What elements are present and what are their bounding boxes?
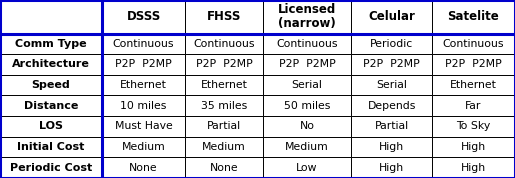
Bar xyxy=(432,157,515,178)
Bar xyxy=(263,137,351,157)
Bar xyxy=(351,0,432,33)
Text: Continuous: Continuous xyxy=(193,39,255,49)
Text: Ethernet: Ethernet xyxy=(120,80,167,90)
Text: 35 miles: 35 miles xyxy=(201,101,247,111)
Text: High: High xyxy=(379,163,404,173)
Text: None: None xyxy=(129,163,158,173)
Bar xyxy=(351,116,432,137)
Text: Low: Low xyxy=(296,163,318,173)
Text: Partial: Partial xyxy=(374,121,409,131)
Text: Ethernet: Ethernet xyxy=(450,80,497,90)
Bar xyxy=(102,157,185,178)
Bar xyxy=(102,33,185,54)
Bar xyxy=(263,157,351,178)
Bar xyxy=(0,116,102,137)
Text: No: No xyxy=(300,121,315,131)
Text: 50 miles: 50 miles xyxy=(284,101,330,111)
Bar xyxy=(0,137,102,157)
Text: LOS: LOS xyxy=(39,121,63,131)
Bar xyxy=(102,0,185,33)
Bar xyxy=(351,33,432,54)
Bar xyxy=(185,0,263,33)
Text: None: None xyxy=(210,163,238,173)
Text: Serial: Serial xyxy=(376,80,407,90)
Bar xyxy=(102,95,185,116)
Text: Medium: Medium xyxy=(122,142,165,152)
Bar xyxy=(185,116,263,137)
Bar xyxy=(351,54,432,75)
Text: Satelite: Satelite xyxy=(448,10,500,23)
Text: Medium: Medium xyxy=(202,142,246,152)
Text: Continuous: Continuous xyxy=(443,39,504,49)
Text: Ethernet: Ethernet xyxy=(200,80,247,90)
Bar xyxy=(351,157,432,178)
Bar xyxy=(185,137,263,157)
Text: Architecture: Architecture xyxy=(12,59,90,69)
Bar xyxy=(185,33,263,54)
Bar xyxy=(102,75,185,95)
Bar xyxy=(432,75,515,95)
Bar xyxy=(0,157,102,178)
Bar xyxy=(185,75,263,95)
Bar xyxy=(102,137,185,157)
Text: P2P  P2MP: P2P P2MP xyxy=(196,59,252,69)
Text: P2P  P2MP: P2P P2MP xyxy=(115,59,172,69)
Text: P2P  P2MP: P2P P2MP xyxy=(279,59,335,69)
Text: Depends: Depends xyxy=(367,101,416,111)
Bar xyxy=(102,116,185,137)
Text: Speed: Speed xyxy=(31,80,71,90)
Bar xyxy=(0,33,102,54)
Text: Initial Cost: Initial Cost xyxy=(18,142,84,152)
Bar xyxy=(351,95,432,116)
Bar xyxy=(432,95,515,116)
Bar xyxy=(351,137,432,157)
Bar xyxy=(185,54,263,75)
Text: 10 miles: 10 miles xyxy=(121,101,167,111)
Text: Far: Far xyxy=(465,101,482,111)
Bar xyxy=(102,54,185,75)
Bar xyxy=(432,33,515,54)
Text: Continuous: Continuous xyxy=(113,39,174,49)
Text: Periodic: Periodic xyxy=(370,39,413,49)
Bar xyxy=(263,0,351,33)
Bar xyxy=(0,0,102,33)
Bar xyxy=(263,54,351,75)
Bar xyxy=(185,95,263,116)
Text: Distance: Distance xyxy=(24,101,78,111)
Text: Periodic Cost: Periodic Cost xyxy=(10,163,92,173)
Text: Medium: Medium xyxy=(285,142,329,152)
Text: High: High xyxy=(379,142,404,152)
Text: P2P  P2MP: P2P P2MP xyxy=(363,59,420,69)
Text: Licensed
(narrow): Licensed (narrow) xyxy=(278,3,336,30)
Text: P2P  P2MP: P2P P2MP xyxy=(445,59,502,69)
Bar xyxy=(432,137,515,157)
Text: DSSS: DSSS xyxy=(126,10,161,23)
Text: Must Have: Must Have xyxy=(115,121,173,131)
Bar xyxy=(0,95,102,116)
Bar xyxy=(263,75,351,95)
Text: Celular: Celular xyxy=(368,10,415,23)
Bar xyxy=(0,75,102,95)
Text: Serial: Serial xyxy=(291,80,322,90)
Text: FHSS: FHSS xyxy=(207,10,241,23)
Bar xyxy=(263,116,351,137)
Text: Comm Type: Comm Type xyxy=(15,39,87,49)
Text: High: High xyxy=(461,163,486,173)
Text: High: High xyxy=(461,142,486,152)
Text: To Sky: To Sky xyxy=(456,121,491,131)
Bar xyxy=(432,116,515,137)
Bar xyxy=(432,0,515,33)
Bar xyxy=(263,33,351,54)
Bar xyxy=(263,95,351,116)
Bar xyxy=(185,157,263,178)
Text: Partial: Partial xyxy=(207,121,241,131)
Bar xyxy=(351,75,432,95)
Text: Continuous: Continuous xyxy=(277,39,338,49)
Bar xyxy=(0,54,102,75)
Bar xyxy=(432,54,515,75)
